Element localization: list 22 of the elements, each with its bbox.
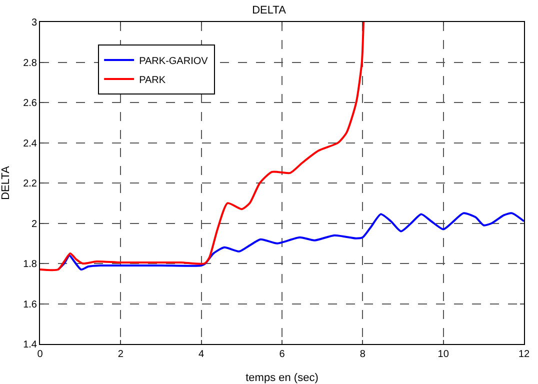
x-tick-label: 0 (37, 349, 44, 360)
y-tick-label: 2 (31, 218, 38, 230)
y-tick-label: 1.4 (23, 340, 38, 350)
y-tick-label: 2.4 (23, 138, 38, 150)
x-tick-label: 6 (279, 349, 286, 360)
chart-title: DELTA (252, 4, 287, 16)
legend-label: PARK (139, 74, 166, 86)
y-tick-label: 1.8 (23, 259, 38, 270)
x-tick-label: 12 (518, 349, 530, 360)
x-tick-label: 2 (118, 349, 124, 360)
legend-label: PARK-GARIOV (139, 56, 208, 67)
x-tick-label: 8 (360, 349, 366, 360)
y-tick-label: 1.6 (23, 299, 38, 310)
x-tick-label: 4 (198, 349, 205, 360)
y-tick-label: 2.8 (23, 58, 38, 69)
y-tick-label: 2.6 (23, 98, 38, 109)
x-tick-label: 10 (438, 349, 450, 360)
y-axis-title: DELTA (0, 165, 12, 200)
y-tick-label: 3 (31, 18, 38, 28)
line-series (40, 22, 364, 272)
x-axis-title: temps en (sec) (246, 372, 318, 384)
y-tick-label: 2.2 (23, 178, 38, 190)
